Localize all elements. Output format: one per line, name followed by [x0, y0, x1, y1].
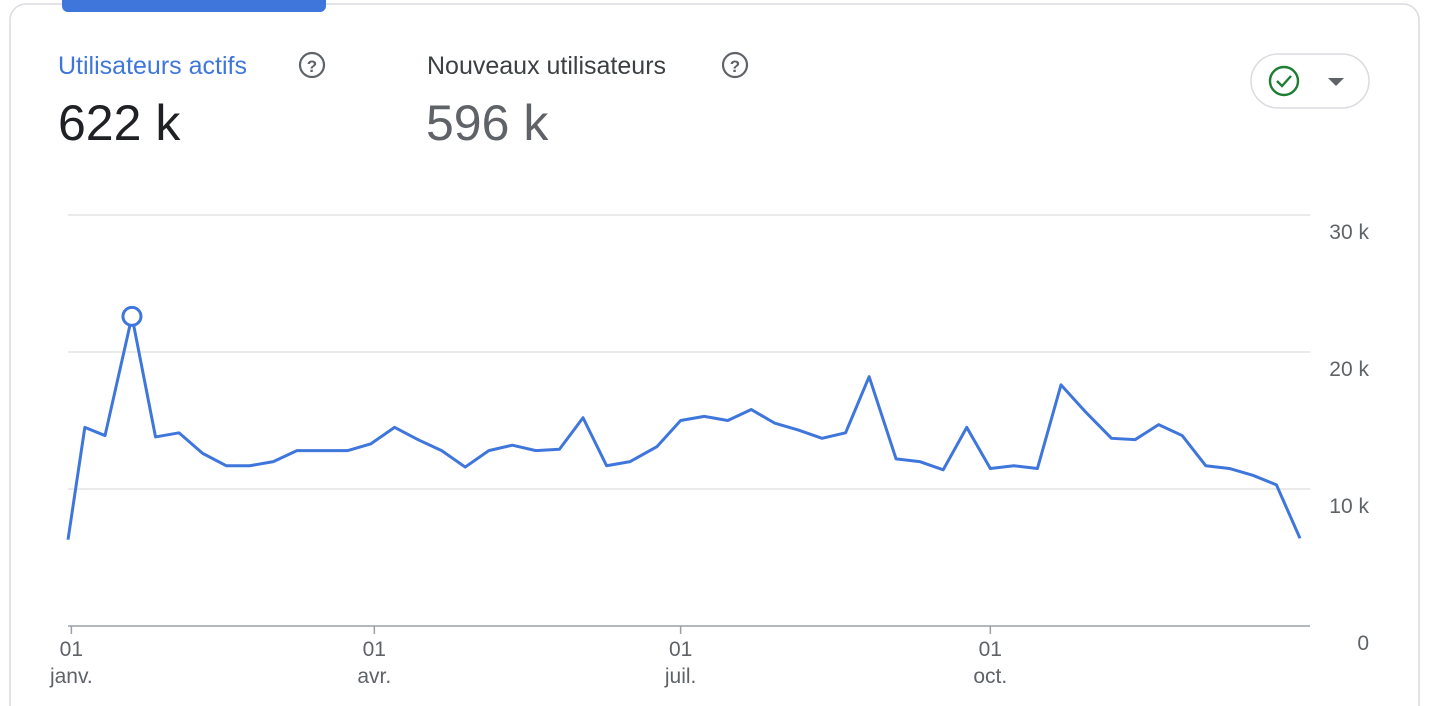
- x-tick-label: 01 oct.: [973, 638, 1007, 688]
- y-tick-label: 0: [1357, 632, 1369, 655]
- y-tick-label: 10 k: [1329, 495, 1369, 518]
- svg-text:?: ?: [307, 57, 317, 76]
- help-icon[interactable]: ?: [298, 51, 326, 79]
- help-icon[interactable]: ?: [721, 51, 749, 79]
- chart: 0 10 k 20 k 30 k 01 janv. 01 avr. 01 juil. 01 oct.: [49, 214, 1369, 688]
- y-tick-label: 30 k: [1329, 221, 1369, 244]
- x-tick-label: 01 janv.: [49, 638, 93, 688]
- line-series: [66, 314, 1302, 540]
- compare-button[interactable]: [1250, 53, 1370, 109]
- x-tick-label: 01 juil.: [664, 638, 697, 688]
- metric-value: 622 k: [58, 95, 181, 151]
- highlight-point: [121, 305, 143, 327]
- x-tick-label: 01 avr.: [357, 638, 391, 688]
- card-border: [9, 3, 1420, 706]
- active-tab-indicator: [62, 0, 326, 12]
- metric-value: 596 k: [426, 95, 549, 151]
- svg-text:?: ?: [730, 57, 740, 76]
- y-tick-label: 20 k: [1329, 358, 1369, 381]
- metric-label[interactable]: Utilisateurs actifs: [58, 52, 247, 80]
- metric-label[interactable]: Nouveaux utilisateurs: [427, 52, 666, 80]
